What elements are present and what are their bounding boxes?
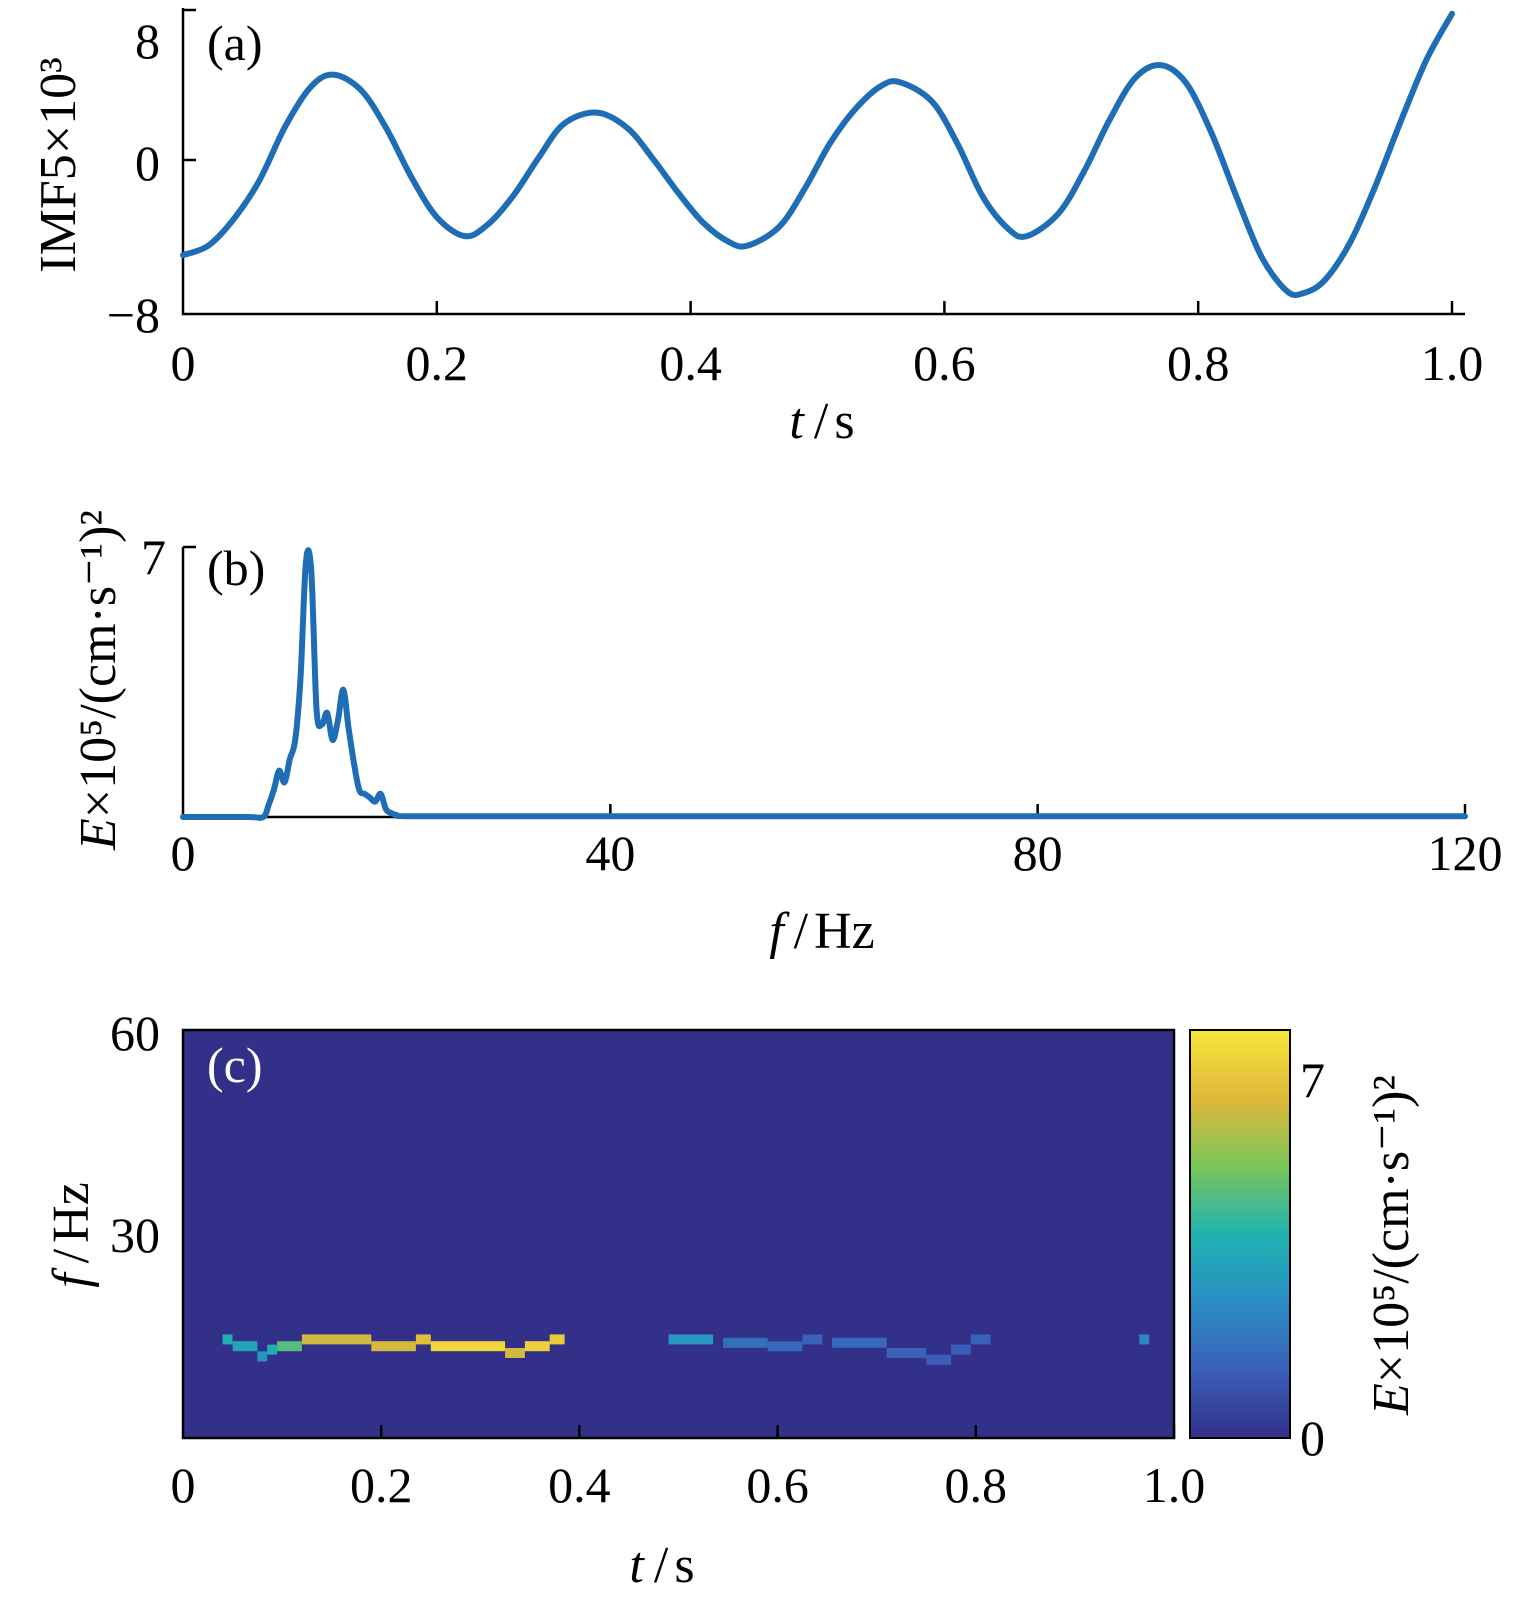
heatmap-cell-18 [926,1354,952,1365]
panel-c-x-ticks: 0 0.2 0.4 0.6 0.8 1.0 [171,1425,1206,1513]
heatmap-cell-1 [232,1341,258,1352]
panel-a-xlabel-slash: / [814,393,829,450]
panel-b-label: (b) [207,540,265,596]
panel-c-ylabel-var: f [43,1267,100,1288]
panel-c-xlabel-var: t [629,1537,645,1594]
colorbar-tick-0: 0 [1300,1410,1325,1466]
heatmap-cell-21 [1139,1334,1150,1345]
panel-b-axes [181,545,1465,819]
panel-a-ytick-minus8: −8 [107,287,160,343]
heatmap-cell-20 [970,1334,991,1345]
heatmap-cell-2 [257,1351,268,1362]
panel-c-xtick-label: 0 [171,1457,196,1513]
panel-a-x-ticks: 0 0.2 0.4 0.6 0.8 1.0 [171,301,1484,391]
heatmap-cell-0 [222,1334,233,1345]
panel-a-axes [181,8,1465,316]
panel-c-xtick-label: 0.6 [746,1457,809,1513]
panel-a-ylabel: IMF5×10³ [30,57,87,272]
panel-b-x-ticks: 0 40 80 120 [171,804,1503,881]
panel-b: 0 40 80 120 (b) 7 E×10⁵/(cm·s⁻¹)² f / Hz [70,510,1503,960]
panel-a-xtick-label: 0 [171,335,196,391]
panel-c-xlabel-slash: / [654,1537,669,1594]
panel-b-xtick-label: 80 [1013,825,1063,881]
panel-c-xtick-label: 1.0 [1143,1457,1206,1513]
panel-a-xtick-label: 0.8 [1167,335,1230,391]
heatmap-cell-5 [301,1334,372,1345]
heatmap-cell-13 [723,1337,768,1348]
panel-a-label: (a) [207,15,263,71]
panel-c-xtick-label: 0.2 [350,1457,413,1513]
colorbar-label: E×10⁵/(cm·s⁻¹)² [1363,1075,1420,1416]
panel-b-xlabel: f / Hz [769,903,875,960]
heatmap-cell-3 [267,1344,278,1355]
panel-a: 0 0.2 0.4 0.6 0.8 1.0 (a) 8 0 −8 IMF5×10³ t / s [30,8,1483,450]
panel-c-ylabel-unit: Hz [43,1182,100,1243]
colorbar-label-var: E [1363,1383,1420,1416]
heatmap-cell-15 [802,1334,823,1345]
heatmap-cell-19 [951,1344,971,1355]
colorbar [1189,1029,1291,1439]
panel-b-ylabel-unit: ×10⁵/(cm·s⁻¹)² [70,510,127,818]
panel-b-ylabel-var: E [70,818,127,851]
panel-b-ylabel: E×10⁵/(cm·s⁻¹)² [70,510,127,851]
panel-a-xtick-label: 0.2 [406,335,469,391]
panel-a-xtick-label: 0.6 [913,335,976,391]
panel-c-xlabel-unit: s [674,1537,694,1594]
colorbar-label-unit: ×10⁵/(cm·s⁻¹)² [1363,1075,1420,1383]
panel-a-series-line [180,10,1455,299]
heatmap-cell-8 [430,1341,506,1352]
panel-a-xlabel-unit: s [834,393,854,450]
panel-c-ytick-30: 30 [110,1207,160,1263]
heatmap-cell-17 [886,1348,927,1358]
panel-c-xlabel: t / s [629,1537,694,1594]
panel-c-heatmap-cells [222,1334,1150,1365]
panel-c-label: (c) [207,1037,263,1093]
panel-b-xtick-label: 40 [585,825,635,881]
panel-b-xlabel-slash: / [794,903,809,960]
panel-a-xtick-label: 0.4 [659,335,722,391]
heatmap-cell-9 [505,1348,525,1358]
panel-b-xtick-label: 0 [171,825,196,881]
panel-c-heatmap-background [183,1030,1174,1438]
panel-a-ytick-8: 8 [135,13,160,69]
panel-a-xlabel-var: t [789,393,805,450]
panel-c: 0 0.2 0.4 0.6 0.8 1.0 (c) 60 30 f/Hz t / s 7 0 … [43,1005,1420,1594]
panel-c-xtick-label: 0.8 [945,1457,1008,1513]
panel-c-ylabel: f / Hz [43,1182,100,1288]
colorbar-tick-7: 7 [1300,1052,1325,1108]
panel-c-xtick-label: 0.4 [548,1457,611,1513]
panel-c-ytick-60: 60 [110,1005,160,1061]
heatmap-cell-6 [371,1341,416,1352]
heatmap-cell-7 [415,1334,431,1345]
panel-b-xlabel-unit: Hz [814,903,875,960]
panel-a-xtick-label: 1.0 [1421,335,1484,391]
panel-a-ytick-0: 0 [135,135,160,191]
panel-c-ylabel-slash: / [43,1248,100,1263]
heatmap-cell-4 [277,1341,302,1352]
panel-b-xlabel-var: f [769,903,790,960]
panel-b-xtick-label: 120 [1428,825,1503,881]
heatmap-cell-12 [668,1334,714,1345]
heatmap-cell-10 [524,1341,550,1352]
heatmap-cell-16 [832,1337,887,1348]
panel-b-ytick-7: 7 [141,529,166,585]
heatmap-cell-11 [549,1334,565,1345]
heatmap-cell-14 [767,1341,803,1352]
panel-b-series-line [180,547,1468,821]
panel-a-xlabel: t / s [789,393,854,450]
